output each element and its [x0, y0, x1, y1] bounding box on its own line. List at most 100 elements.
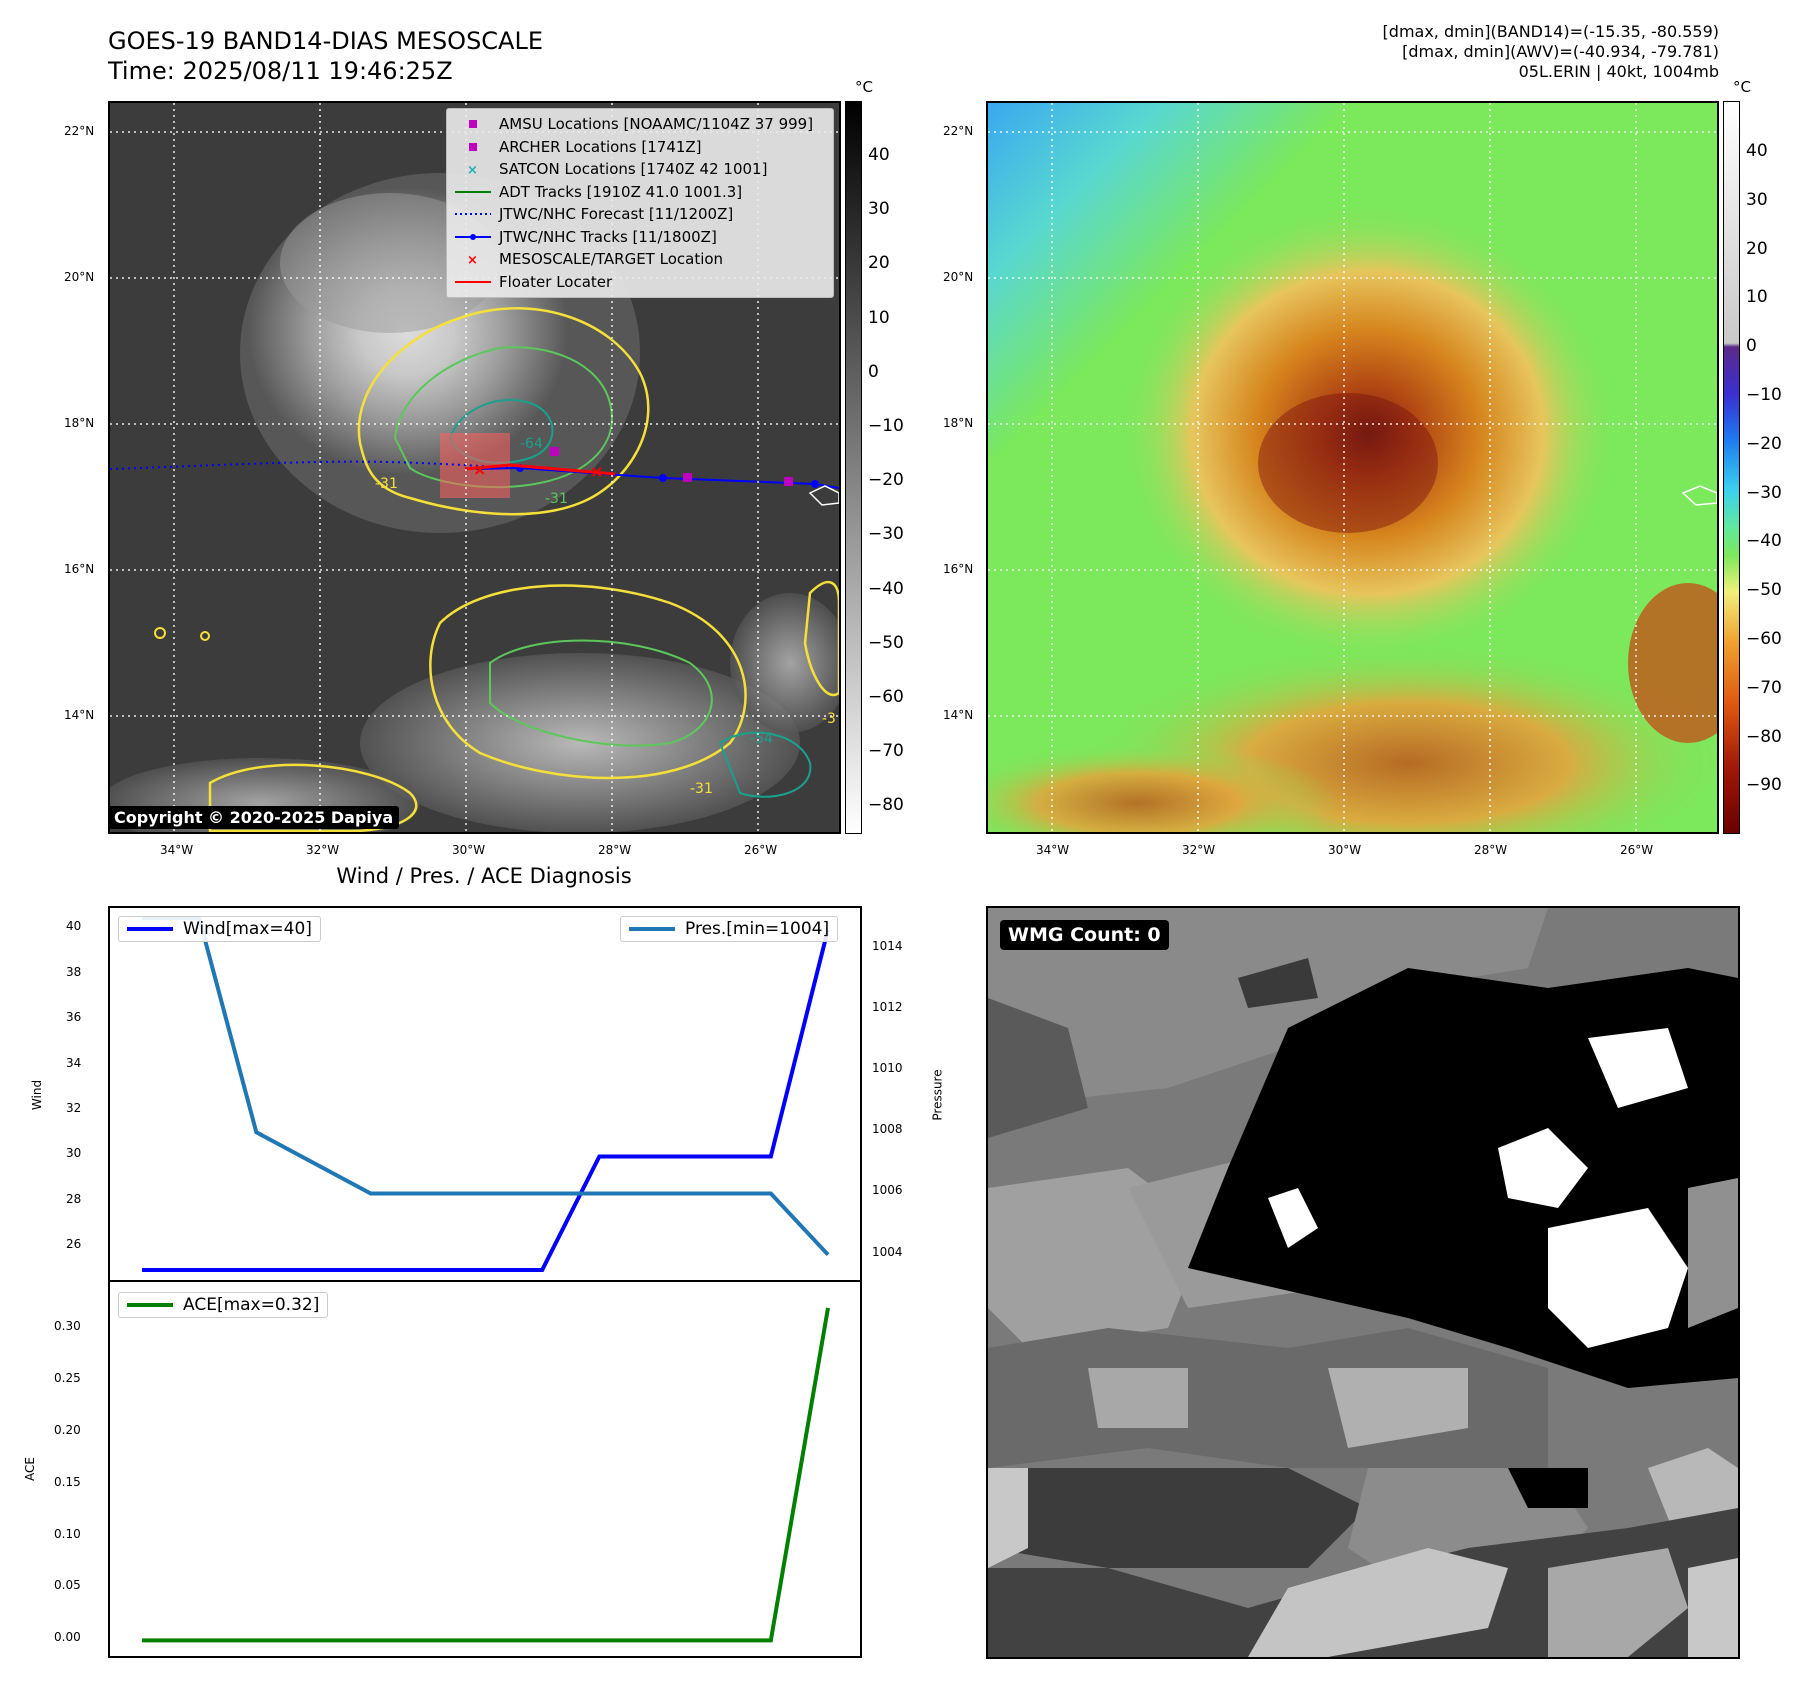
map-legend: AMSU Locations [NOAAMC/1104Z 37 999] ARC… [446, 108, 834, 298]
wmg-image [988, 908, 1738, 1657]
colorbar-tick: −80 [868, 795, 904, 816]
lon-label: 28°W [1474, 843, 1508, 857]
colorbar-tick: 30 [868, 199, 890, 220]
contour-label: -31 [375, 476, 398, 492]
colorbar-tick: −70 [1746, 677, 1782, 698]
legend-label: JTWC/NHC Tracks [11/1800Z] [499, 227, 717, 246]
contour-label: -64 [520, 436, 543, 452]
colorbar-tick: −40 [868, 578, 904, 599]
lat-label: 16°N [64, 562, 95, 576]
colorbar-tick: −90 [1746, 775, 1782, 796]
lon-label: 28°W [598, 843, 632, 857]
title-line-1: GOES-19 BAND14-DIAS MESOSCALE [108, 27, 544, 55]
colorbar-left [845, 101, 862, 834]
contour-label: -31 [690, 781, 713, 797]
target-marker: × [473, 460, 486, 479]
lat-label: 18°N [64, 416, 95, 430]
legend-label: Floater Locater [499, 272, 613, 291]
legend-label: ADT Tracks [1910Z 41.0 1001.3] [499, 182, 743, 201]
legend-item: × MESOSCALE/TARGET Location [455, 248, 825, 271]
floater-line [464, 463, 616, 476]
colorbar-tick: −50 [868, 632, 904, 653]
title-line-2: Time: 2025/08/11 19:46:25Z [108, 57, 453, 85]
colorbar-unit: °C [855, 78, 873, 96]
colorbar-tick: −20 [868, 470, 904, 491]
colorbar-tick: 10 [868, 307, 890, 328]
colorbar-tick: 30 [1746, 189, 1768, 210]
wind-tick-label: 26 [66, 1237, 82, 1252]
amsu-marker [784, 477, 793, 486]
lat-label: 14°N [64, 708, 95, 722]
colorbar-tick: −10 [868, 416, 904, 436]
lon-label: 32°W [306, 843, 340, 857]
svg-text:×: × [467, 163, 478, 175]
legend-item: ARCHER Locations [1741Z] [455, 136, 825, 159]
diagnosis-title: Wind / Pres. / ACE Diagnosis [336, 864, 632, 888]
colorbar-tick: −60 [1746, 629, 1782, 649]
info-line-2: [dmax, dmin](AWV)=(-40.934, -79.781) [1402, 42, 1719, 61]
lon-label: 32°W [1182, 843, 1216, 857]
wind-tick-label: 38 [66, 964, 82, 979]
colorbar-tick: −80 [1746, 726, 1782, 747]
wind-tick-label: 30 [66, 1146, 82, 1161]
island-outline [1681, 485, 1717, 506]
lon-label: 30°W [1328, 843, 1362, 857]
ace-axis-label: ACE [22, 1457, 37, 1481]
legend-label: JTWC/NHC Forecast [11/1200Z] [499, 205, 734, 224]
wind-tick-label: 34 [66, 1055, 82, 1070]
wind-tick-label: 28 [66, 1191, 82, 1206]
colorbar-tick: 20 [868, 253, 890, 274]
svg-text:×: × [467, 253, 478, 265]
pressure-axis-label: Pressure [930, 1069, 945, 1121]
ace-legend-label: ACE[max=0.32] [183, 1295, 320, 1315]
legend-item: ADT Tracks [1910Z 41.0 1001.3] [455, 181, 825, 204]
ace-tick-label: 0.00 [54, 1630, 81, 1645]
wind-pressure-chart [108, 906, 862, 1282]
wind-pressure-svg [142, 916, 830, 1272]
ace-series-line [142, 1307, 830, 1643]
pressure-legend-swatch [629, 927, 675, 931]
colorbar-tick: 0 [868, 361, 879, 382]
island-outline [808, 485, 839, 506]
legend-item: AMSU Locations [NOAAMC/1104Z 37 999] [455, 113, 825, 136]
contour-yellow-south [429, 584, 747, 780]
wind-tick-label: 40 [66, 919, 82, 934]
copyright-badge: Copyright © 2020-2025 Dapiya [108, 806, 400, 829]
ace-tick-label: 0.25 [54, 1370, 81, 1385]
amsu-marker [683, 473, 692, 482]
pressure-legend: Pres.[min=1004] [620, 916, 839, 942]
colorbar-tick: 10 [1746, 287, 1768, 308]
legend-label: AMSU Locations [NOAAMC/1104Z 37 999] [499, 115, 814, 134]
ace-tick-label: 0.20 [54, 1422, 81, 1437]
colorbar-tick: −60 [868, 687, 904, 707]
info-block: [dmax, dmin](BAND14)=(-15.35, -80.559) [… [1383, 22, 1719, 82]
ace-tick-label: 0.30 [54, 1318, 81, 1333]
contour-label: -54 [750, 731, 773, 747]
wmg-panel [986, 906, 1740, 1659]
lon-label: 26°W [744, 843, 778, 857]
contour-green-south [489, 639, 713, 747]
ace-legend-swatch [127, 1303, 173, 1307]
wind-series-line [142, 928, 830, 1272]
info-line-3: 05L.ERIN | 40kt, 1004mb [1518, 62, 1719, 81]
colorbar-tick: −30 [1746, 482, 1782, 503]
wind-legend: Wind[max=40] [118, 916, 321, 942]
colorbar-tick: −40 [1746, 531, 1782, 552]
lat-label: 22°N [943, 124, 974, 138]
colorbar-unit: °C [1733, 78, 1751, 96]
pressure-legend-label: Pres.[min=1004] [685, 919, 830, 939]
lon-label: 26°W [1620, 843, 1654, 857]
pressure-tick-label: 1008 [872, 1122, 903, 1137]
wind-legend-swatch [127, 927, 173, 931]
pressure-series-line [142, 916, 830, 1257]
legend-item: JTWC/NHC Tracks [11/1800Z] [455, 226, 825, 249]
archer-marker [550, 447, 559, 456]
lon-label: 30°W [452, 843, 486, 857]
lon-label: 34°W [1036, 843, 1070, 857]
ace-svg [142, 1307, 830, 1643]
contour-label: -31 [545, 491, 568, 507]
wind-legend-label: Wind[max=40] [183, 919, 312, 939]
ace-chart [108, 1280, 862, 1658]
legend-item: × SATCON Locations [1740Z 42 1001] [455, 158, 825, 181]
lat-label: 14°N [943, 708, 974, 722]
